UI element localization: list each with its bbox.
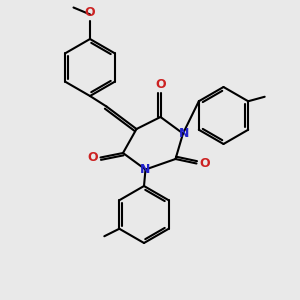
Text: O: O: [155, 79, 166, 92]
Text: O: O: [200, 157, 210, 170]
Text: N: N: [140, 163, 150, 176]
Text: N: N: [178, 127, 189, 140]
Text: O: O: [85, 7, 95, 20]
Text: O: O: [87, 151, 98, 164]
